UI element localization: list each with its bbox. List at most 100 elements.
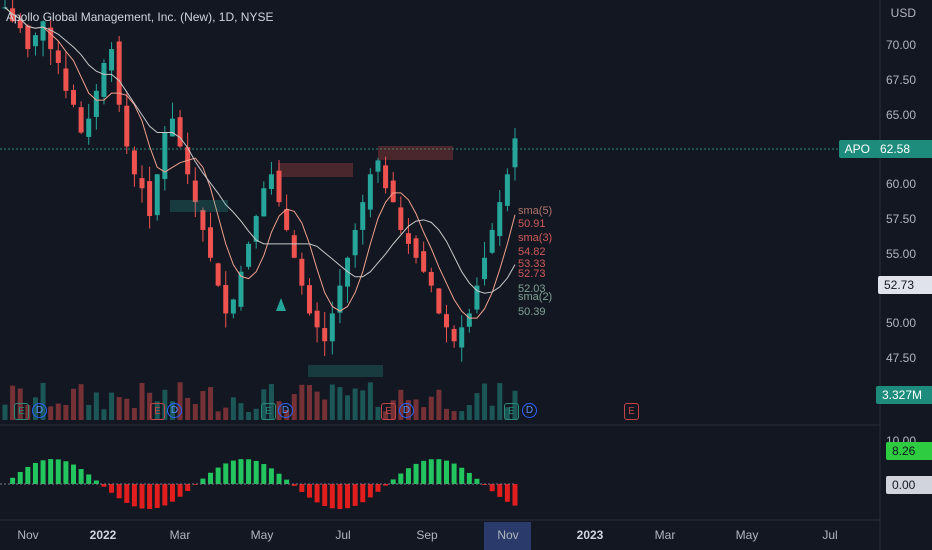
earnings-marker[interactable]: E xyxy=(150,403,165,420)
oscillator-bar xyxy=(200,478,206,484)
candle-body xyxy=(25,25,31,50)
candle-body xyxy=(428,271,434,286)
candle-body xyxy=(337,285,343,313)
earnings-marker[interactable]: E xyxy=(381,403,396,420)
volume-bar xyxy=(177,382,183,420)
volume-bar xyxy=(17,388,23,420)
volume-bar xyxy=(474,393,480,420)
dividend-marker[interactable]: D xyxy=(399,403,414,418)
zone-box xyxy=(378,146,453,160)
oscillator-bar xyxy=(101,484,107,487)
oscillator-bar xyxy=(383,484,389,486)
oscillator-bar xyxy=(322,484,328,506)
dividend-marker[interactable]: D xyxy=(522,403,537,418)
volume-bar xyxy=(93,392,99,420)
oscillator-bar xyxy=(512,484,518,506)
volume-bar xyxy=(360,390,366,420)
candle-body xyxy=(497,202,503,237)
oscillator-bar xyxy=(253,460,259,484)
oscillator-bar xyxy=(48,459,54,484)
candle-body xyxy=(299,258,305,286)
volume-bar xyxy=(421,407,427,420)
volume-bar xyxy=(185,397,191,420)
time-axis-label: 2023 xyxy=(576,528,604,542)
oscillator-bar xyxy=(154,484,160,508)
candle-body xyxy=(192,180,198,203)
volume-bar xyxy=(109,392,115,420)
price-tick: 57.50 xyxy=(885,212,916,226)
volume-bar xyxy=(246,411,252,420)
volume-bar xyxy=(48,406,54,420)
ma-price-tag: 52.73 xyxy=(878,276,932,294)
oscillator-bar xyxy=(40,460,46,484)
candle-body xyxy=(162,132,168,180)
sma-label: sma(2) xyxy=(518,291,553,303)
earnings-marker[interactable]: E xyxy=(14,403,29,420)
oscillator-bar xyxy=(10,477,16,484)
time-axis-label: May xyxy=(735,528,759,542)
dividend-marker[interactable]: D xyxy=(278,403,293,418)
earnings-marker[interactable]: E xyxy=(504,403,519,420)
oscillator-bar xyxy=(299,484,305,492)
volume-bar xyxy=(268,384,274,420)
volume-bar xyxy=(192,404,198,420)
candle-body xyxy=(436,288,442,314)
candle-body xyxy=(86,118,92,137)
candle-body xyxy=(223,284,229,314)
volume-bar xyxy=(116,397,122,420)
osc-value-tag: 8.26 xyxy=(886,442,932,460)
sma-label: 54.82 xyxy=(518,246,546,258)
oscillator-bar xyxy=(139,484,145,509)
dividend-marker[interactable]: D xyxy=(167,403,182,418)
oscillator-bar xyxy=(109,484,115,493)
dividend-marker[interactable]: D xyxy=(32,403,47,418)
earnings-marker[interactable]: E xyxy=(624,403,639,420)
volume-bar xyxy=(10,385,16,420)
oscillator-bar xyxy=(25,466,31,484)
oscillator-bar xyxy=(390,479,396,484)
candle-body xyxy=(32,35,38,47)
price-tick: 60.00 xyxy=(885,177,916,191)
candle-body xyxy=(238,271,244,307)
volume-bar xyxy=(2,404,8,420)
candle-body xyxy=(398,207,404,230)
candle-body xyxy=(314,310,320,328)
candle-body xyxy=(489,229,495,253)
oscillator-bar xyxy=(413,463,419,484)
volume-bar xyxy=(101,409,107,420)
candle-body xyxy=(101,62,107,97)
volume-bar xyxy=(451,411,457,420)
candle-body xyxy=(246,243,252,267)
candle-body xyxy=(276,170,282,203)
volume-bar xyxy=(367,382,373,420)
time-axis-label: Jul xyxy=(335,528,351,542)
moving-average-line xyxy=(4,6,516,319)
oscillator-bar xyxy=(261,464,267,484)
oscillator-bar xyxy=(86,474,92,484)
oscillator-bar xyxy=(246,459,252,484)
sma-label: 53.33 xyxy=(518,258,546,270)
candle-body xyxy=(352,229,358,256)
time-axis-label: Mar xyxy=(169,528,191,542)
time-axis-label: Jul xyxy=(822,528,838,542)
oscillator-bar xyxy=(169,484,175,502)
price-tick: 65.00 xyxy=(885,108,916,122)
price-tick: 70.00 xyxy=(885,38,916,52)
earnings-marker[interactable]: E xyxy=(261,403,276,420)
candle-body xyxy=(329,313,335,342)
oscillator-bar xyxy=(177,484,183,497)
candle-body xyxy=(360,202,366,230)
volume-tag: 3.327M xyxy=(876,386,932,404)
candle-body xyxy=(78,107,84,133)
candle-body xyxy=(421,251,427,272)
volume-bar xyxy=(291,393,297,420)
last-price-tag: 62.58 xyxy=(874,140,932,158)
volume-bar xyxy=(383,411,389,420)
candle-body xyxy=(109,49,115,71)
oscillator-bar xyxy=(230,460,236,484)
oscillator-bar xyxy=(71,464,77,484)
volume-bar xyxy=(466,405,472,420)
oscillator-bar xyxy=(421,460,427,484)
oscillator-bar xyxy=(375,484,381,492)
